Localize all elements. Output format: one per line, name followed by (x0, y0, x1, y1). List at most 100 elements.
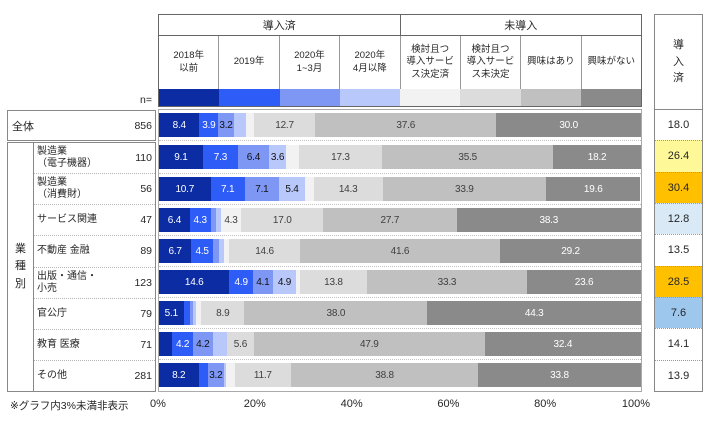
axis-tick-label: 60% (437, 398, 460, 410)
row-n-total: 856 (134, 119, 152, 132)
column-header-cell: 興味はあり (521, 36, 582, 89)
bar-segment: 19.6 (546, 177, 641, 201)
row-label: 官公庁 (37, 307, 67, 319)
bar-segment: 7.1 (210, 177, 245, 201)
legend-swatch (460, 89, 521, 106)
industry-row: 出版・通信・ 小売 123 (34, 266, 155, 298)
column-header-cell: 検討且つ 導入サービ ス未決定 (461, 36, 522, 89)
bar-segment: 47.9 (253, 332, 485, 356)
bar-segment: 38.0 (244, 301, 428, 325)
bar-row: 10.7 7.1 7.1 5.4 14.3 33.9 19.6 (159, 173, 641, 204)
industry-group-label: 業 種 別 (8, 143, 34, 391)
bar-segment (183, 301, 190, 325)
bar-row: 6.7 4.5 14.6 41.6 29.2 (159, 235, 641, 266)
bar-segment: 3.2 (218, 113, 234, 137)
bar-segment (198, 363, 209, 387)
industry-row: 製造業 （消費財） 56 (34, 173, 155, 204)
row-label: 不動産 金融 (37, 245, 90, 257)
row-n: 123 (134, 276, 152, 289)
stacked-bar: 6.4 4.3 4.3 17.0 27.7 38.3 (159, 208, 642, 232)
column-header-cell: 検討且つ 導入サービ ス決定済 (401, 36, 461, 89)
legend-swatch (339, 89, 400, 106)
row-label: 出版・通信・ 小売 (37, 270, 97, 294)
industry-row: 官公庁 79 (34, 297, 155, 329)
row-n: 281 (134, 369, 152, 382)
bar-segment (193, 301, 196, 325)
legend-swatch (400, 89, 461, 106)
bar-row: 5.1 8.9 38.0 44.3 (159, 297, 641, 328)
total-row-label-box: 全体 856 (7, 110, 156, 141)
stacked-bar: 8.2 3.2 11.7 38.8 33.8 (159, 363, 641, 387)
bar-segment: 7.3 (202, 145, 239, 169)
bar-segment (224, 239, 230, 263)
row-n: 56 (140, 183, 152, 196)
bar-segment: 10.7 (159, 177, 211, 201)
bar-segment: 38.3 (456, 208, 642, 232)
bar-segment (296, 270, 301, 294)
bar-segment: 4.3 (189, 208, 211, 232)
adopted-total-value: 12.8 (655, 202, 702, 235)
bar-row: 6.4 4.3 4.3 17.0 27.7 38.3 (159, 204, 642, 235)
bar-segment: 7.1 (244, 177, 279, 201)
adopted-total-value: 14.1 (655, 328, 702, 360)
bar-segment: 33.3 (366, 270, 528, 294)
adopted-total-value: 30.4 (655, 171, 702, 203)
bar-segment: 4.3 (220, 208, 242, 232)
bar-segment (212, 332, 227, 356)
bar-segment (218, 239, 225, 263)
row-label: 教育 医療 (37, 338, 80, 350)
bar-segment: 17.3 (298, 145, 383, 169)
bar-segment: 3.2 (208, 363, 224, 387)
bar-segment: 13.8 (300, 270, 367, 294)
bar-segment: 41.6 (299, 239, 501, 263)
bar-segment (215, 208, 221, 232)
bar-segment: 3.9 (199, 113, 219, 137)
legend-swatch (219, 89, 280, 106)
stacked-bar: 9.1 7.3 6.4 3.6 17.3 35.5 18.2 (159, 145, 641, 169)
bar-row: 8.2 3.2 11.7 38.8 33.8 (159, 359, 641, 390)
bar-segment: 5.6 (226, 332, 254, 356)
axis-tick-label: 0% (150, 398, 166, 410)
row-gap (159, 140, 641, 142)
stacked-bar: 10.7 7.1 7.1 5.4 14.3 33.9 19.6 (159, 177, 641, 201)
adopted-total-panel: 導 入 済 18.0 26.4 30.4 12.8 13.5 28.5 7.6 14.1 13.… (654, 14, 703, 392)
adopted-total-value: 13.9 (655, 359, 702, 391)
row-n: 47 (140, 214, 152, 227)
bar-row: 4.2 4.2 5.6 47.9 32.4 (159, 328, 641, 359)
row-n: 89 (140, 245, 152, 258)
bar-segment: 5.4 (279, 177, 306, 201)
row-label: サービス関連 (37, 214, 97, 226)
bar-segment: 35.5 (382, 145, 554, 169)
bar-segment: 17.0 (241, 208, 324, 232)
industry-row: サービス関連 47 (34, 204, 155, 235)
bar-segment (286, 145, 299, 169)
bar-segment: 18.2 (553, 145, 641, 169)
legend-swatch (159, 89, 220, 106)
row-label: その他 (37, 369, 67, 381)
bar-segment: 33.8 (478, 363, 641, 387)
bar-segment (210, 208, 216, 232)
bar-segment (159, 332, 173, 356)
row-label: 製造業 （消費財） (37, 177, 87, 201)
bar-segment (245, 113, 254, 137)
stacked-bar: 6.7 4.5 14.6 41.6 29.2 (159, 239, 641, 263)
bar-segment: 8.4 (159, 113, 200, 137)
bar-segment: 6.7 (159, 239, 192, 263)
legend-strip (159, 89, 641, 106)
bar-segment (225, 363, 235, 387)
legend-swatch (279, 89, 340, 106)
adopted-total-value: 7.6 (655, 296, 702, 329)
row-n: 79 (140, 307, 152, 320)
bar-row: 14.6 4.9 4.1 4.9 13.8 33.3 23.6 (159, 266, 641, 297)
bar-segment: 5.1 (159, 301, 184, 325)
plot-area: 8.4 3.9 3.2 12.7 37.6 30.0 9.1 7.3 6.4 3.6 17.3 35.… (158, 109, 642, 392)
bar-segment: 6.4 (159, 208, 190, 232)
bar-segment: 44.3 (427, 301, 641, 325)
bar-segment: 11.7 (234, 363, 292, 387)
industry-rows: 製造業 （電子機器） 110 製造業 （消費財） 56 サービス関連 47 不動産 金融 89… (34, 143, 155, 391)
group-header-not-adopted: 未導入 (504, 20, 538, 32)
bar-segment: 4.2 (172, 332, 193, 356)
bar-segment: 14.3 (313, 177, 383, 201)
stacked-bar: 14.6 4.9 4.1 4.9 13.8 33.3 23.6 (159, 270, 641, 294)
